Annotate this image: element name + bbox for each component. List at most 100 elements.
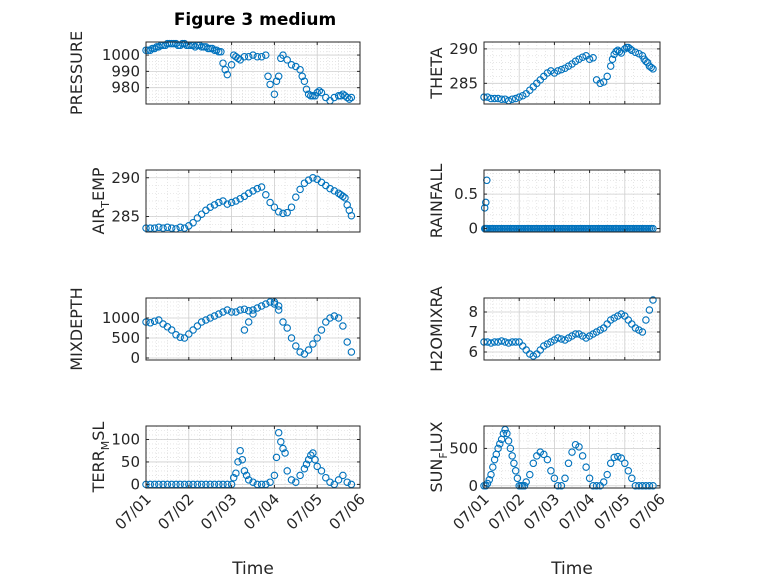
data-point [283,208,291,217]
data-point [150,44,159,53]
data-point [223,200,232,208]
data-point [180,334,189,342]
data-point [146,46,155,54]
data-point [494,444,502,453]
data-point [249,478,257,486]
data-point [287,476,296,484]
data-point [487,339,495,347]
y-axis-label: PRESSURE [67,31,86,115]
data-point [485,476,494,484]
y-tick-label: 500 [449,439,478,457]
y-tick-label: 290 [449,40,478,58]
data-point [341,194,349,202]
data-point [210,201,219,209]
data-point [240,52,249,61]
data-point [513,474,522,483]
data-point [638,328,647,336]
data-point [487,470,495,479]
data-point [645,482,654,490]
data-point [599,478,608,486]
x-tick-label: 07/05 [590,490,633,533]
data-point [585,474,594,483]
data-point [244,52,253,61]
subplot-h2omixra: 6 7 8 H2OMIXRA [427,286,661,372]
data-point [287,334,296,342]
data-point [264,72,272,81]
data-point [503,429,511,438]
data-point [176,333,184,341]
data-point [606,62,615,70]
data-point [274,428,283,437]
data-point [526,470,534,479]
data-point [554,67,562,75]
data-point [150,317,159,325]
data-point [547,467,555,475]
data-point [272,77,281,85]
data-point [249,310,257,318]
data-point [270,471,279,480]
data-point [215,198,223,207]
data-point [304,346,313,354]
data-point [649,482,657,490]
data-point [197,318,206,326]
data-point [236,306,244,314]
y-tick-label: 285 [449,74,478,92]
data-point [274,72,283,81]
data-point [568,448,576,456]
data-point [520,482,529,490]
data-point [540,342,548,350]
y-tick-label: 1000 [102,46,140,64]
data-point [232,197,240,205]
data-point [219,308,227,316]
x-tick-label: 07/06 [626,490,669,533]
data-point [274,302,283,310]
data-point [631,48,640,57]
y-tick-label: 285 [111,208,140,226]
data-point [302,85,311,94]
data-point [159,224,167,232]
data-point [172,331,180,339]
data-point [589,54,597,62]
data-point [298,72,306,81]
data-point [236,446,244,455]
data-point [543,455,552,464]
data-point [621,459,629,468]
y-axis-label: THETA [427,47,446,99]
y-axis-label: RAINFALL [427,164,446,239]
data-point [554,334,562,342]
y-tick-label: 500 [111,329,140,347]
data-point [193,322,202,330]
data-point [628,46,636,55]
data-point [642,482,650,490]
data-point [232,308,240,316]
data-point [317,467,326,475]
y-axis-label: SUNFLUX [427,421,450,492]
y-tick-label: 0.5 [454,185,478,203]
data-point [244,476,253,484]
data-point [343,338,351,346]
data-point [606,459,615,468]
data-point [557,65,566,74]
data-point [257,302,266,310]
data-point [279,318,287,326]
data-point [347,211,356,220]
subplot-sun-flux: 0 500SUNFLUX07/0107/0207/0307/0407/0507/0… [427,421,669,579]
data-point [253,184,262,193]
data-point [253,304,262,312]
data-point [300,350,309,358]
data-point [592,328,601,336]
data-point [642,316,650,324]
data-point [343,93,351,102]
data-point [274,306,283,314]
data-point [296,185,304,194]
data-point [172,225,180,233]
data-point [244,189,253,198]
data-point [227,308,236,316]
data-point [266,478,274,486]
data-point [249,187,257,195]
data-point [277,437,285,446]
data-point [561,474,569,483]
